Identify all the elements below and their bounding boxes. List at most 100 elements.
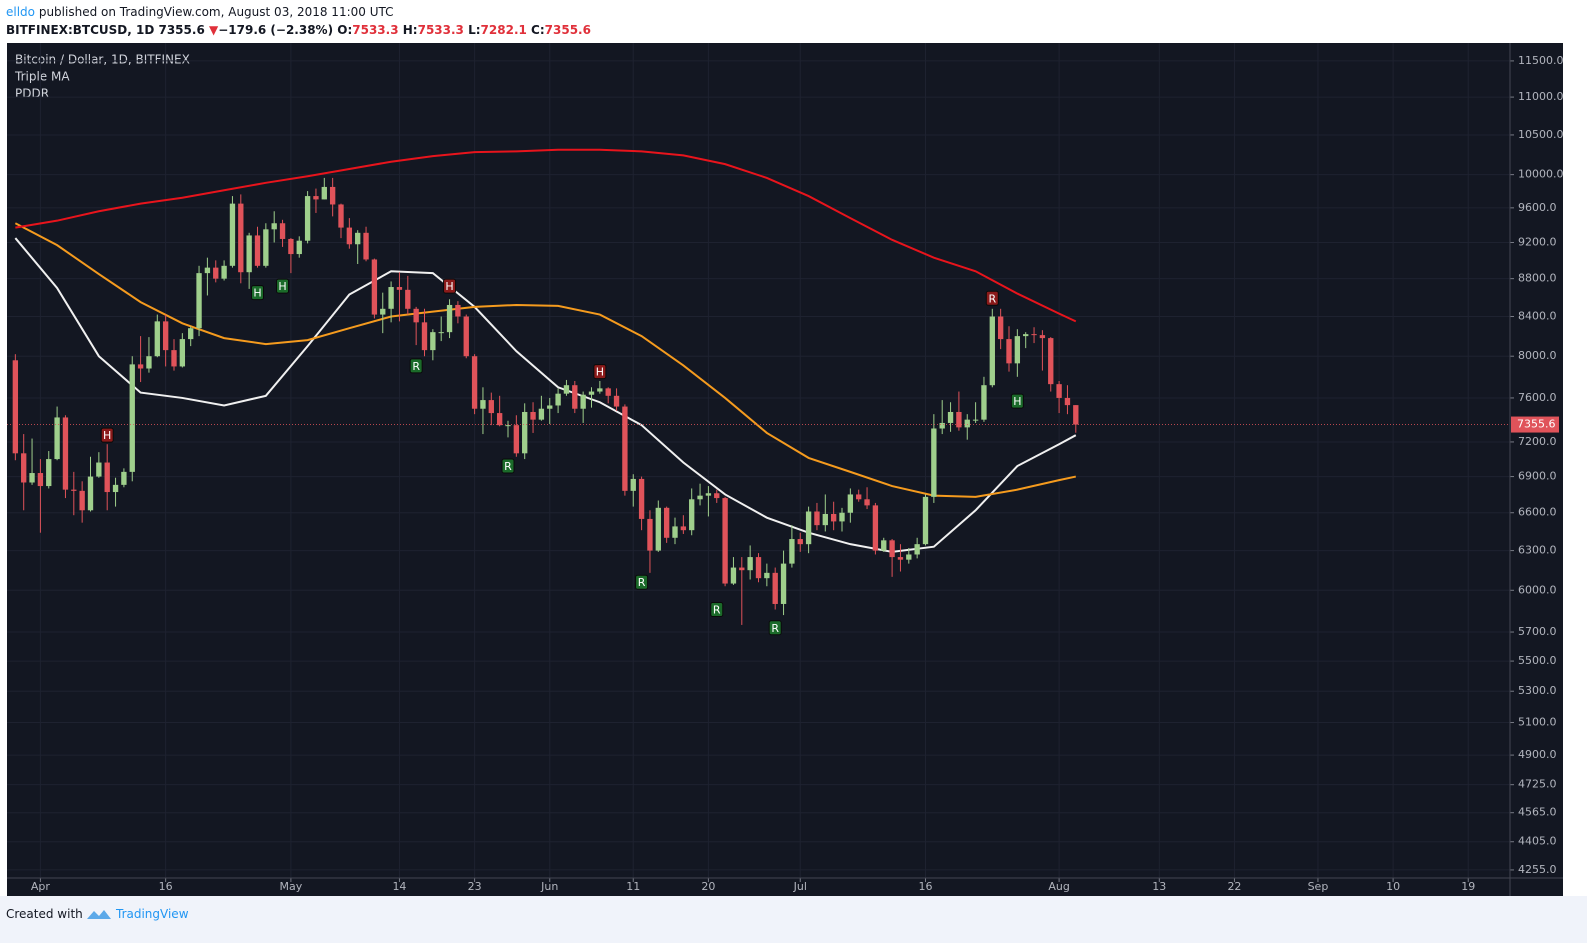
pattern-label: R (713, 604, 721, 617)
candle-body (413, 308, 419, 323)
y-tick-label: 10000.0 (1518, 168, 1564, 181)
candle-body (572, 385, 578, 409)
candle-body (638, 478, 645, 519)
footer: Created with TradingView (0, 896, 1587, 943)
change: −179.6 (−2.38%) (218, 23, 334, 37)
candle-body (647, 518, 653, 551)
pattern-label: H (1013, 395, 1021, 408)
candle-body (246, 235, 252, 273)
y-tick-label: 6600.0 (1518, 506, 1557, 519)
y-tick-label: 4725.0 (1518, 778, 1557, 791)
y-tick-label: 4565.0 (1518, 806, 1557, 819)
y-tick-label: 8800.0 (1518, 272, 1557, 285)
candle-body (697, 495, 703, 500)
x-tick-label: Jun (540, 880, 558, 893)
candle-body (1006, 339, 1012, 364)
y-tick-label: 10500.0 (1518, 128, 1564, 141)
candle-body (396, 287, 403, 290)
candle-body (54, 417, 60, 460)
candle-body (463, 316, 469, 357)
candle-body (154, 321, 160, 357)
candle-body (380, 308, 386, 315)
candle-body (789, 539, 795, 564)
candle-body (296, 240, 302, 255)
pattern-label: R (504, 460, 512, 473)
indicator: PDDR (15, 87, 49, 101)
candle-body (655, 507, 661, 551)
pattern-label: R (638, 576, 646, 589)
candle-body (705, 493, 712, 496)
x-tick-label: Sep (1308, 880, 1329, 893)
candle-body (714, 493, 720, 499)
candle-body (112, 484, 119, 493)
chart-title: Bitcoin / Dollar, 1D, BITFINEX (15, 53, 190, 67)
candle-body (972, 419, 979, 421)
candle-body (588, 391, 595, 395)
candle-body (471, 356, 478, 409)
candle-body (997, 316, 1004, 340)
candle-body (722, 498, 728, 584)
candle-body (881, 540, 887, 551)
candle-body (780, 563, 787, 604)
candle-body (730, 567, 737, 584)
candle-body (847, 494, 854, 513)
y-tick-label: 9600.0 (1518, 201, 1557, 214)
y-tick-label: 6900.0 (1518, 470, 1557, 483)
candle-body (321, 186, 327, 200)
x-tick-label: 16 (919, 880, 933, 893)
candle-body (446, 304, 453, 333)
y-tick-label: 5700.0 (1518, 625, 1557, 638)
y-tick-label: 4405.0 (1518, 835, 1557, 848)
ma-line (14, 222, 1077, 498)
chart: Bitcoin / Dollar, 1D, BITFINEX Triple MA… (7, 43, 1564, 896)
y-tick-label: 5500.0 (1518, 654, 1557, 667)
c-label: C: (531, 23, 545, 37)
candle-body (221, 265, 227, 279)
pattern-marker (276, 278, 290, 294)
candle-body (455, 304, 461, 317)
candle-body (121, 471, 127, 485)
pattern-marker (710, 602, 724, 618)
candle-body (856, 494, 862, 500)
candle-body (605, 388, 611, 396)
x-tick-label: 13 (1152, 880, 1166, 893)
candle-body (196, 273, 202, 329)
candle-body (981, 385, 987, 420)
x-tick-label: 20 (701, 880, 715, 893)
candle-body (62, 417, 69, 490)
pattern-marker (593, 364, 607, 380)
candle-body (839, 512, 845, 522)
pattern-marker (100, 427, 114, 443)
candle-body (146, 356, 152, 369)
candle-body (922, 496, 929, 545)
candle-body (1048, 338, 1054, 385)
candle-body (29, 473, 35, 483)
symbol: BITFINEX:BTCUSD, 1D (6, 23, 155, 37)
candle-body (288, 238, 294, 255)
candle-body (488, 400, 494, 414)
pattern-label: H (445, 280, 453, 293)
created: Created with (6, 907, 83, 921)
indicator: Triple MA (14, 70, 70, 84)
candle-body (162, 321, 169, 351)
pattern-marker (409, 358, 423, 374)
candle-body (1031, 334, 1037, 336)
candle-body (530, 411, 536, 420)
candle-body (505, 425, 511, 427)
author[interactable]: elldo (6, 5, 36, 19)
candle-body (496, 413, 503, 426)
candle-body (872, 505, 879, 551)
candle-body (689, 499, 695, 531)
candle-body (254, 235, 261, 266)
candle-body (263, 229, 269, 266)
candle-body (555, 393, 561, 406)
ma-line (15, 148, 1077, 323)
open: 7533.3 (352, 23, 399, 37)
brand[interactable]: TradingView (116, 907, 189, 921)
x-tick-label: May (280, 880, 303, 893)
pattern-marker (768, 620, 782, 636)
candle-body (597, 388, 603, 392)
candle-body (21, 453, 27, 483)
pattern-label: R (771, 622, 779, 635)
candle-body (438, 332, 444, 334)
